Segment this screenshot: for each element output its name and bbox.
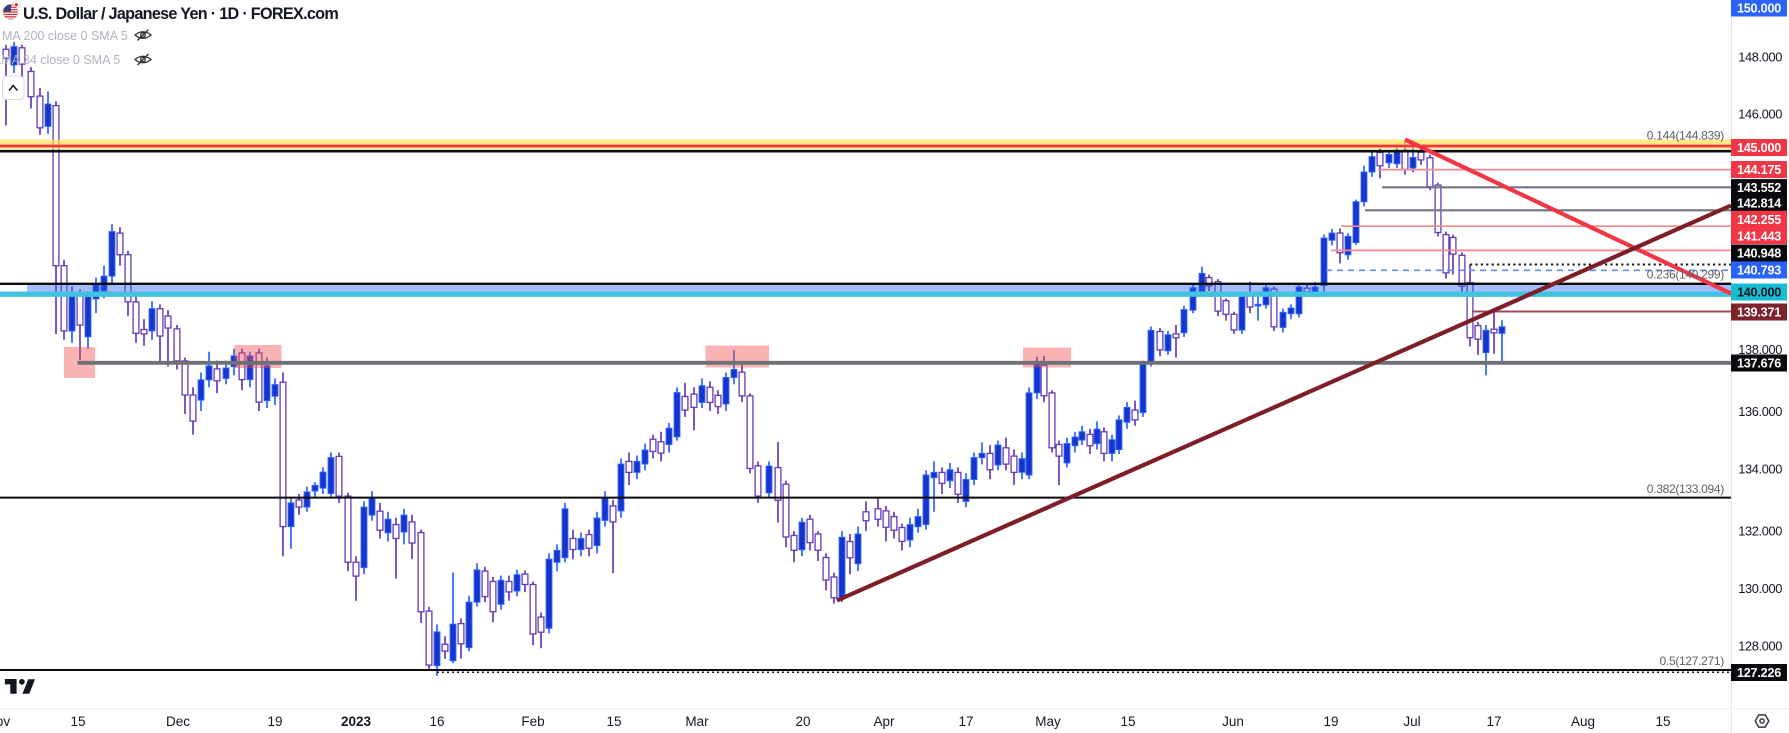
svg-text:Mar: Mar [685,714,709,729]
svg-text:137.676: 137.676 [1737,357,1781,371]
svg-text:Jul: Jul [1403,714,1420,729]
svg-text:140.000: 140.000 [1737,286,1781,300]
svg-text:20: 20 [795,714,810,729]
svg-text:0.382(133.094): 0.382(133.094) [1647,482,1725,496]
svg-text:140.948: 140.948 [1737,247,1781,261]
svg-text:ov: ov [0,714,10,729]
svg-text:144.175: 144.175 [1737,163,1781,177]
svg-text:19: 19 [267,714,282,729]
svg-text:143.552: 143.552 [1737,181,1781,195]
svg-text:15: 15 [1120,714,1135,729]
svg-text:19: 19 [1323,714,1338,729]
svg-text:148.000: 148.000 [1738,50,1782,65]
svg-text:2023: 2023 [341,714,372,729]
svg-text:0.5(127.271): 0.5(127.271) [1660,654,1725,668]
svg-text:134.000: 134.000 [1738,462,1782,477]
svg-text:146.000: 146.000 [1738,107,1782,122]
svg-text:0.236(140.299): 0.236(140.299) [1647,268,1725,282]
svg-text:17: 17 [958,714,973,729]
svg-text:127.226: 127.226 [1737,666,1781,680]
svg-text:MA 200 close 0 SMA 5: MA 200 close 0 SMA 5 [2,29,128,43]
svg-text:17: 17 [1486,714,1501,729]
svg-text:130.000: 130.000 [1738,581,1782,596]
svg-text:145.000: 145.000 [1737,141,1781,155]
svg-text:15: 15 [70,714,85,729]
svg-text:U.S. Dollar / Japanese Yen · 1: U.S. Dollar / Japanese Yen · 1D · FOREX.… [23,5,338,23]
svg-text:Feb: Feb [521,714,544,729]
svg-text:Aug: Aug [1571,714,1595,729]
svg-text:132.000: 132.000 [1738,523,1782,538]
svg-text:15: 15 [1655,714,1670,729]
svg-text:150.000: 150.000 [1737,2,1781,16]
svg-text:May: May [1035,714,1061,729]
svg-text:Dec: Dec [166,714,190,729]
svg-text:EMA 34 close 0 SMA 5: EMA 34 close 0 SMA 5 [0,53,120,67]
svg-text:136.000: 136.000 [1738,404,1782,419]
svg-text:141.443: 141.443 [1737,229,1781,243]
svg-text:142.255: 142.255 [1737,213,1781,227]
svg-text:139.371: 139.371 [1737,306,1781,320]
svg-text:138.000: 138.000 [1738,342,1782,357]
svg-text:140.793: 140.793 [1737,264,1781,278]
svg-text:142.814: 142.814 [1737,197,1781,211]
svg-text:Jun: Jun [1222,714,1244,729]
svg-text:0.144(144.839): 0.144(144.839) [1647,129,1725,143]
svg-text:16: 16 [429,714,444,729]
svg-text:15: 15 [606,714,621,729]
svg-text:Apr: Apr [873,714,895,729]
svg-text:128.000: 128.000 [1738,639,1782,654]
